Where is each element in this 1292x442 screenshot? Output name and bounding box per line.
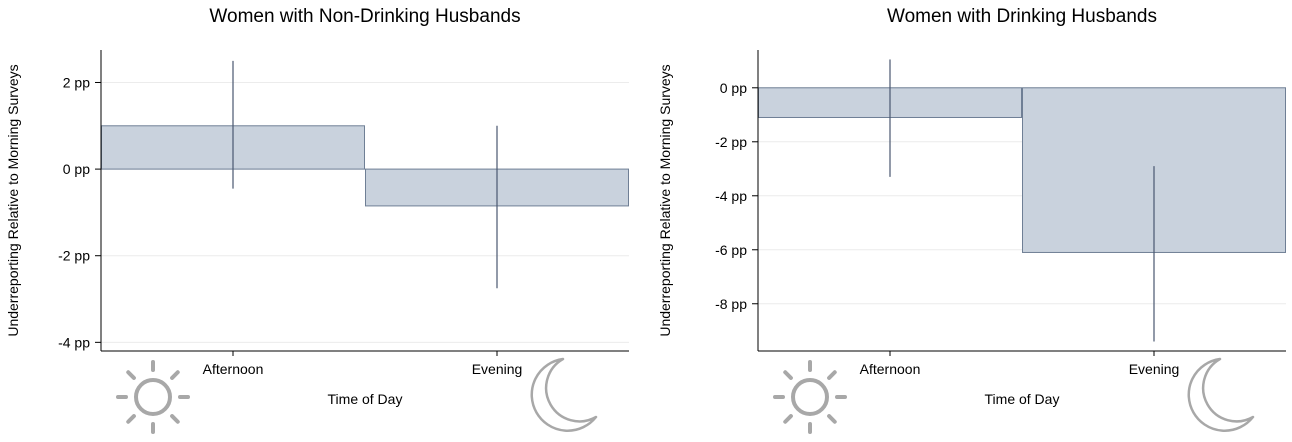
chart-svg: Women with Drinking Husbands 0 pp -2 pp -4 … bbox=[657, 6, 1286, 434]
chart-title: Women with Non-Drinking Husbands bbox=[209, 6, 520, 27]
chart-svg: Women with Non-Drinking Husbands 2 pp 0 pp… bbox=[5, 6, 629, 434]
y-tick-label: -8 pp bbox=[715, 296, 747, 312]
sun-ray bbox=[126, 370, 136, 380]
chart-panel-drinking: Women with Drinking Husbands 0 pp -2 pp -4 … bbox=[646, 0, 1292, 442]
x-axis-title: Time of Day bbox=[985, 391, 1060, 407]
y-tick-label: -6 pp bbox=[715, 242, 747, 258]
moon-icon bbox=[1187, 357, 1255, 432]
sun-disc bbox=[791, 378, 829, 416]
chart-title: Women with Drinking Husbands bbox=[887, 6, 1157, 27]
y-tick-label: 2 pp bbox=[63, 74, 90, 90]
x-tick-label: Evening bbox=[1129, 361, 1180, 377]
chart-panel-non-drinking: Women with Non-Drinking Husbands 2 pp 0 pp… bbox=[5, 6, 629, 434]
y-axis-title: Underreporting Relative to Morning Surve… bbox=[657, 64, 673, 336]
sun-ray bbox=[170, 370, 180, 380]
sun-ray bbox=[827, 414, 837, 424]
sun-ray bbox=[827, 370, 837, 380]
y-tick-label: -4 pp bbox=[58, 334, 90, 350]
y-tick-label: 0 pp bbox=[63, 161, 90, 177]
sun-icon bbox=[116, 360, 190, 434]
sun-ray bbox=[170, 414, 180, 424]
y-tick-label: 0 pp bbox=[720, 80, 747, 96]
x-tick-label: Evening bbox=[472, 361, 523, 377]
y-tick-label: -2 pp bbox=[58, 248, 90, 264]
sun-ray bbox=[783, 414, 793, 424]
x-axis-title: Time of Day bbox=[328, 391, 403, 407]
sun-disc bbox=[134, 378, 172, 416]
sun-icon bbox=[773, 360, 847, 434]
y-tick-label: -4 pp bbox=[715, 188, 747, 204]
sun-ray bbox=[783, 370, 793, 380]
x-tick-label: Afternoon bbox=[203, 361, 264, 377]
x-tick-label: Afternoon bbox=[860, 361, 921, 377]
y-axis-title: Underreporting Relative to Morning Surve… bbox=[5, 64, 21, 336]
y-tick-label: -2 pp bbox=[715, 134, 747, 150]
moon-icon bbox=[530, 357, 598, 432]
sun-ray bbox=[126, 414, 136, 424]
